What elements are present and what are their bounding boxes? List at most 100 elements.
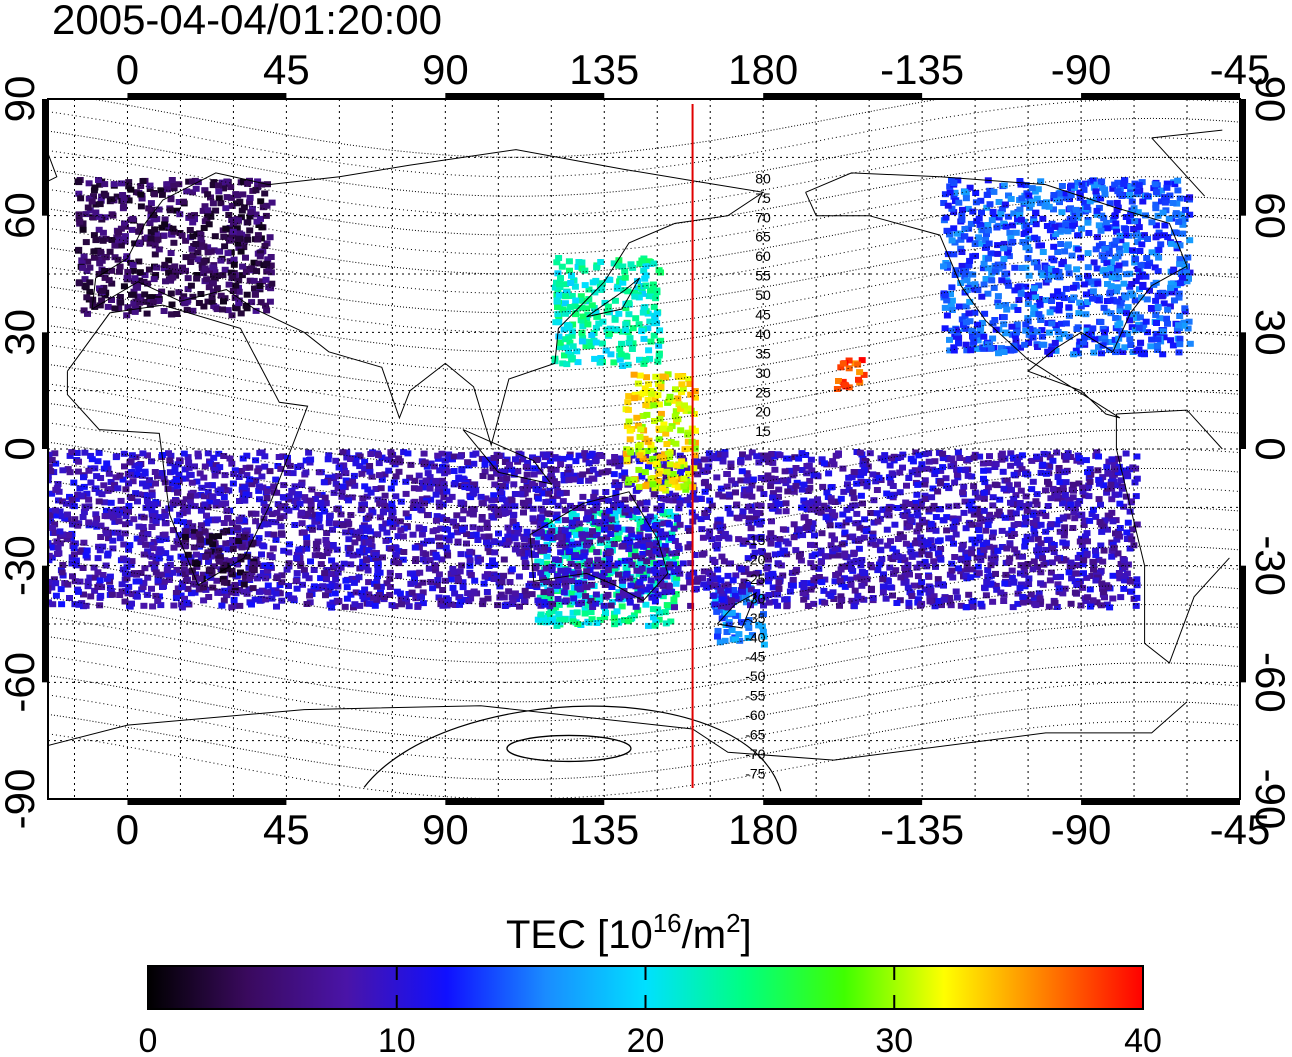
- tec-cell: [561, 507, 569, 514]
- tec-cell: [555, 611, 563, 618]
- tec-cell: [254, 236, 262, 243]
- tec-cell: [838, 522, 846, 529]
- tec-cell: [561, 352, 568, 359]
- tec-cell: [501, 537, 509, 543]
- tec-cell: [166, 469, 174, 476]
- tec-cell: [769, 494, 777, 501]
- tec-cell: [615, 618, 623, 625]
- tec-cell: [5, 499, 12, 505]
- tec-cell: [6, 462, 13, 468]
- tec-cell: [1032, 293, 1040, 300]
- tec-cell: [698, 526, 706, 533]
- tec-cell: [442, 544, 450, 551]
- tec-cell: [253, 268, 261, 275]
- tec-cell: [951, 272, 959, 278]
- tec-cell: [934, 576, 942, 583]
- tec-cell: [1167, 240, 1175, 247]
- tec-cell: [235, 217, 242, 224]
- tec-cell: [1056, 301, 1063, 308]
- tec-cell: [981, 585, 989, 592]
- tec-cell: [1153, 250, 1161, 257]
- tec-cell: [438, 556, 446, 563]
- tec-cell: [1027, 201, 1035, 208]
- tec-cell: [1024, 244, 1032, 251]
- tec-cell: [636, 356, 643, 363]
- tec-cell: [193, 478, 201, 485]
- tec-cell: [250, 277, 258, 284]
- tec-cell: [1176, 195, 1184, 202]
- tec-cell: [228, 460, 236, 467]
- tec-cell: [411, 544, 419, 551]
- tec-cell: [810, 564, 818, 571]
- tec-cell: [445, 456, 453, 463]
- tec-cell: [747, 602, 754, 609]
- tec-cell: [233, 524, 241, 531]
- tec-cell: [1052, 574, 1060, 581]
- tec-cell: [208, 294, 216, 301]
- tec-cell: [339, 449, 347, 456]
- tec-cell: [519, 456, 527, 463]
- tec-cell: [48, 463, 53, 470]
- tec-cell: [592, 591, 600, 598]
- tec-cell: [89, 214, 97, 221]
- tec-cell: [1154, 347, 1162, 353]
- tec-cell: [782, 500, 790, 507]
- tec-cell: [228, 528, 236, 535]
- tec-cell: [232, 282, 240, 289]
- tec-cell: [789, 472, 797, 479]
- tec-cell: [1025, 272, 1033, 279]
- tec-cell: [1082, 533, 1089, 540]
- tec-cell: [524, 503, 532, 510]
- tec-cell: [146, 294, 154, 301]
- tec-cell: [92, 511, 100, 518]
- tec-cell: [1083, 574, 1091, 581]
- tec-cell: [188, 178, 196, 185]
- tec-cell: [623, 566, 631, 573]
- tec-cell: [214, 273, 221, 279]
- tec-cell: [263, 307, 271, 314]
- tec-cell: [1111, 181, 1119, 188]
- tec-cell: [92, 209, 100, 216]
- tec-cell: [1081, 547, 1089, 554]
- tec-cell: [1048, 320, 1056, 327]
- tec-cell: [228, 519, 236, 526]
- tec-cell: [412, 595, 420, 602]
- tec-cell: [8, 510, 15, 516]
- tec-cell: [1140, 321, 1148, 328]
- tec-cell: [769, 490, 777, 497]
- tec-cell: [333, 506, 341, 512]
- tec-cell: [1084, 264, 1092, 271]
- tec-cell: [242, 464, 250, 471]
- tec-cell: [112, 507, 120, 514]
- tec-cell: [969, 253, 977, 260]
- tec-cell: [990, 188, 998, 195]
- tec-cell: [750, 553, 757, 560]
- tec-cell: [325, 520, 333, 527]
- tec-cell: [914, 599, 922, 606]
- tec-cell: [992, 570, 999, 577]
- tec-cell: [727, 460, 735, 467]
- tec-cell: [1061, 529, 1068, 536]
- tec-cell: [652, 540, 660, 547]
- tec-cell: [799, 590, 807, 596]
- tec-cell: [559, 455, 567, 462]
- tec-cell: [547, 466, 555, 473]
- tec-cell: [209, 280, 217, 287]
- tec-cell: [194, 450, 202, 457]
- tec-cell: [25, 503, 32, 509]
- tec-cell: [24, 503, 31, 509]
- tec-cell: [963, 347, 971, 354]
- tec-cell: [125, 480, 132, 487]
- tec-cell: [946, 189, 954, 196]
- tec-cell: [943, 527, 951, 534]
- tec-cell: [212, 207, 220, 214]
- tec-cell: [1019, 239, 1027, 245]
- tec-cell: [600, 602, 608, 609]
- tec-cell: [432, 567, 440, 574]
- tec-cell: [1000, 256, 1008, 262]
- tec-cell: [997, 345, 1005, 352]
- tec-cell: [926, 594, 934, 601]
- tec-cell: [209, 264, 217, 271]
- tec-cell: [921, 586, 929, 593]
- tec-cell: [358, 470, 366, 477]
